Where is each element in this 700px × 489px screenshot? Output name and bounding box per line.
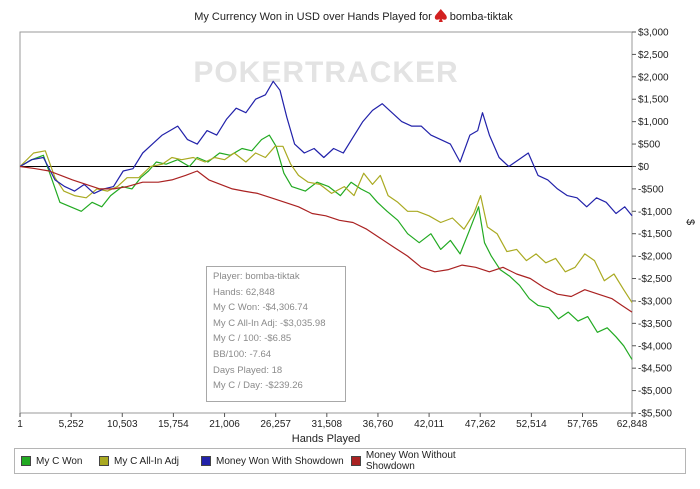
x-tick-label: 42,011 bbox=[414, 419, 444, 430]
plot-area bbox=[19, 31, 633, 414]
x-tick-label: 52,514 bbox=[516, 419, 547, 430]
y-tick-label: -$5,000 bbox=[638, 386, 672, 397]
series-lines bbox=[19, 80, 633, 360]
x-axis: 1 5,252 10,503 15,754 21,006 26,257 31,508 36,7… bbox=[17, 413, 648, 430]
watermark-text: POKERTRACKER bbox=[193, 56, 458, 89]
x-axis-title: Hands Played bbox=[292, 433, 361, 445]
legend-swatch-icon bbox=[21, 456, 31, 466]
series-line-3 bbox=[19, 80, 633, 217]
y-tick-label: -$1,500 bbox=[638, 229, 672, 240]
legend: My C Won My C All-In Adj Money Won With Sh… bbox=[14, 448, 686, 474]
legend-label: My C All-In Adj bbox=[114, 455, 180, 467]
chart-player-name: bomba-tiktak bbox=[450, 11, 513, 23]
series-line-4 bbox=[19, 165, 633, 313]
spade-icon bbox=[434, 9, 447, 22]
y-axis-title: $ bbox=[684, 219, 696, 225]
x-tick-label: 31,508 bbox=[312, 419, 343, 430]
x-tick-label: 62,848 bbox=[617, 419, 648, 430]
legend-item[interactable]: My C All-In Adj bbox=[93, 456, 195, 467]
player-stats-box: Player: bomba-tiktak Hands: 62,848 My C Wo… bbox=[206, 266, 346, 402]
plot-border bbox=[19, 31, 633, 414]
chart-title: My Currency Won in USD over Hands Played… bbox=[194, 11, 432, 23]
stats-line: My C All-In Adj: -$3,035.98 bbox=[213, 317, 326, 329]
x-tick-label: 26,257 bbox=[260, 419, 291, 430]
stats-line: My C Won: -$4,306.74 bbox=[213, 302, 308, 314]
y-tick-label: -$1,000 bbox=[638, 207, 672, 218]
y-tick-label: -$5,500 bbox=[638, 409, 672, 420]
x-tick-label: 1 bbox=[17, 419, 23, 430]
x-tick-label: 36,760 bbox=[363, 419, 394, 430]
y-tick-label: -$4,500 bbox=[638, 364, 672, 375]
y-tick-label: -$2,500 bbox=[638, 274, 672, 285]
legend-label: My C Won bbox=[36, 455, 83, 467]
x-tick-label: 10,503 bbox=[107, 419, 138, 430]
y-tick-label: -$3,500 bbox=[638, 319, 672, 330]
stats-line: Days Played: 18 bbox=[213, 364, 283, 376]
legend-item[interactable]: Money Won Without Showdown bbox=[345, 450, 505, 472]
y-tick-label: $2,000 bbox=[638, 72, 669, 83]
x-tick-label: 5,252 bbox=[59, 419, 84, 430]
x-tick-label: 15,754 bbox=[158, 419, 189, 430]
x-tick-label: 47,262 bbox=[465, 419, 496, 430]
y-tick-label: -$4,000 bbox=[638, 341, 672, 352]
y-tick-label: -$500 bbox=[638, 184, 664, 195]
y-tick-label: -$3,000 bbox=[638, 296, 672, 307]
series-line-2 bbox=[19, 145, 633, 303]
stats-line: My C / 100: -$6.85 bbox=[213, 333, 292, 345]
stats-line: Hands: 62,848 bbox=[213, 286, 275, 298]
stats-line: Player: bomba-tiktak bbox=[213, 271, 300, 282]
legend-item[interactable]: My C Won bbox=[15, 456, 93, 467]
y-tick-label: $2,500 bbox=[638, 50, 669, 61]
stats-line: BB/100: -7.64 bbox=[213, 348, 272, 360]
legend-item[interactable]: Money Won With Showdown bbox=[195, 456, 345, 467]
legend-swatch-icon bbox=[99, 456, 109, 466]
series-line-1 bbox=[19, 134, 633, 360]
legend-label: Money Won Without Showdown bbox=[365, 450, 456, 472]
y-tick-label: $3,000 bbox=[638, 28, 669, 39]
y-axis: $3,000 $2,500 $2,000 $1,500 $1,000 $500 $0 -$50… bbox=[632, 28, 672, 420]
x-tick-label: 57,765 bbox=[567, 419, 598, 430]
legend-swatch-icon bbox=[201, 456, 211, 466]
legend-swatch-icon bbox=[351, 456, 361, 466]
y-tick-label: $1,500 bbox=[638, 95, 669, 106]
y-tick-label: $0 bbox=[638, 162, 650, 173]
y-tick-label: $500 bbox=[638, 140, 661, 151]
legend-label: Money Won With Showdown bbox=[216, 455, 344, 467]
y-tick-label: -$2,000 bbox=[638, 252, 672, 263]
y-tick-label: $1,000 bbox=[638, 117, 669, 128]
stats-line: My C / Day: -$239.26 bbox=[213, 380, 303, 392]
x-tick-label: 21,006 bbox=[209, 419, 240, 430]
